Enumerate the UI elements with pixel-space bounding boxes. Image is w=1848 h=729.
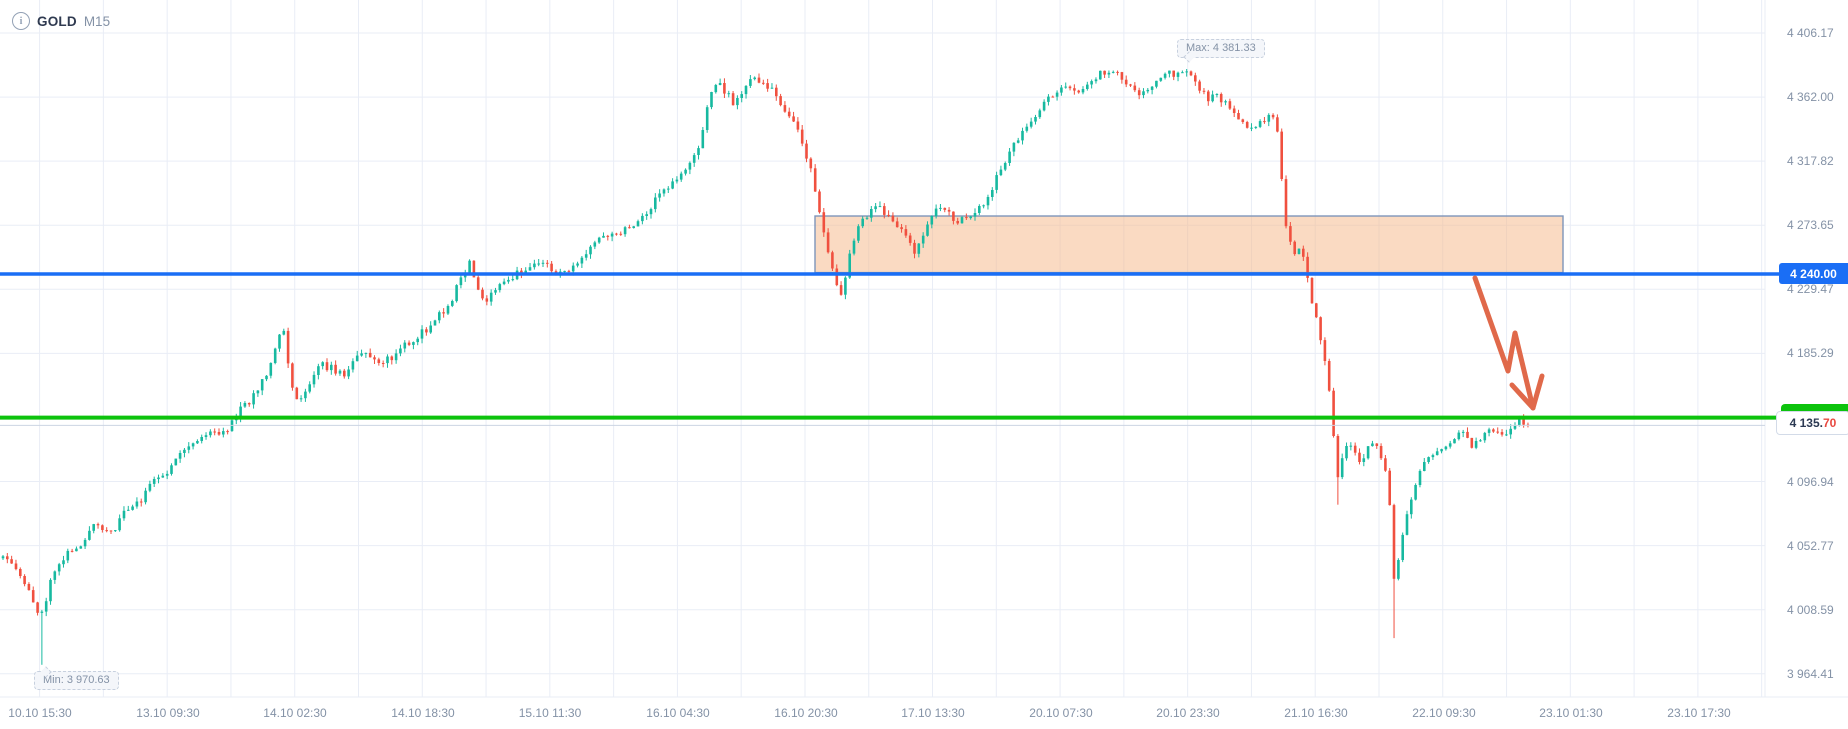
blue-line-price-label: 4 240.00: [1779, 263, 1848, 284]
candlestick-layer: [1, 69, 1530, 665]
symbol-title: GOLD: [37, 13, 77, 29]
price-axis-label: 4 317.82: [1787, 154, 1834, 169]
current-price-fraction: 70: [1823, 416, 1837, 430]
time-axis-label: 10.10 15:30: [8, 706, 72, 720]
down-arrow-head: [1509, 373, 1545, 411]
time-axis-label: 17.10 13:30: [901, 706, 965, 720]
time-axis-label: 20.10 23:30: [1156, 706, 1220, 720]
down-arrow-drawing[interactable]: [1472, 275, 1536, 411]
price-axis-label: 4 185.29: [1787, 346, 1834, 361]
time-axis-label: 14.10 18:30: [391, 706, 455, 720]
time-axis-label: 20.10 07:30: [1029, 706, 1093, 720]
min-badge-text: Min: 3 970.63: [43, 674, 110, 686]
current-price-label: 4 135. 70: [1776, 411, 1848, 435]
time-axis-label: 15.10 11:30: [518, 706, 582, 720]
supply-zone-rect[interactable]: [814, 215, 1564, 274]
current-price-main: 4 135.: [1789, 416, 1823, 430]
time-axis-label: 23.10 17:30: [1667, 706, 1731, 720]
price-axis-label: 4 406.17: [1787, 26, 1834, 40]
time-axis-label: 13.10 09:30: [136, 706, 200, 720]
price-axis-label: 4 008.59: [1787, 602, 1834, 617]
time-axis-label: 21.10 16:30: [1284, 706, 1348, 720]
time-axis-label: 16.10 04:30: [646, 706, 710, 720]
price-axis-label: 3 964.41: [1787, 666, 1834, 681]
max-price-badge: Max: 4 381.33: [1177, 39, 1265, 63]
time-axis-label: 14.10 02:30: [263, 706, 327, 720]
price-axis-label: 4 096.94: [1787, 474, 1834, 489]
price-axis-label: 4 229.47: [1787, 282, 1834, 297]
price-axis-label: 4 362.00: [1787, 90, 1834, 105]
time-axis-label: 22.10 09:30: [1412, 706, 1476, 720]
timeframe-label: M15: [83, 13, 111, 29]
time-axis-label: 16.10 20:30: [774, 706, 838, 720]
time-axis-label: 23.10 01:30: [1539, 706, 1603, 720]
min-price-badge: Min: 3 970.63: [34, 666, 119, 690]
price-axis-label: 4 052.77: [1787, 538, 1834, 553]
info-icon[interactable]: i: [12, 12, 30, 30]
max-badge-text: Max: 4 381.33: [1186, 42, 1256, 54]
chart-header: i GOLD M15: [12, 12, 110, 30]
price-axis-label: 4 273.65: [1787, 218, 1834, 233]
